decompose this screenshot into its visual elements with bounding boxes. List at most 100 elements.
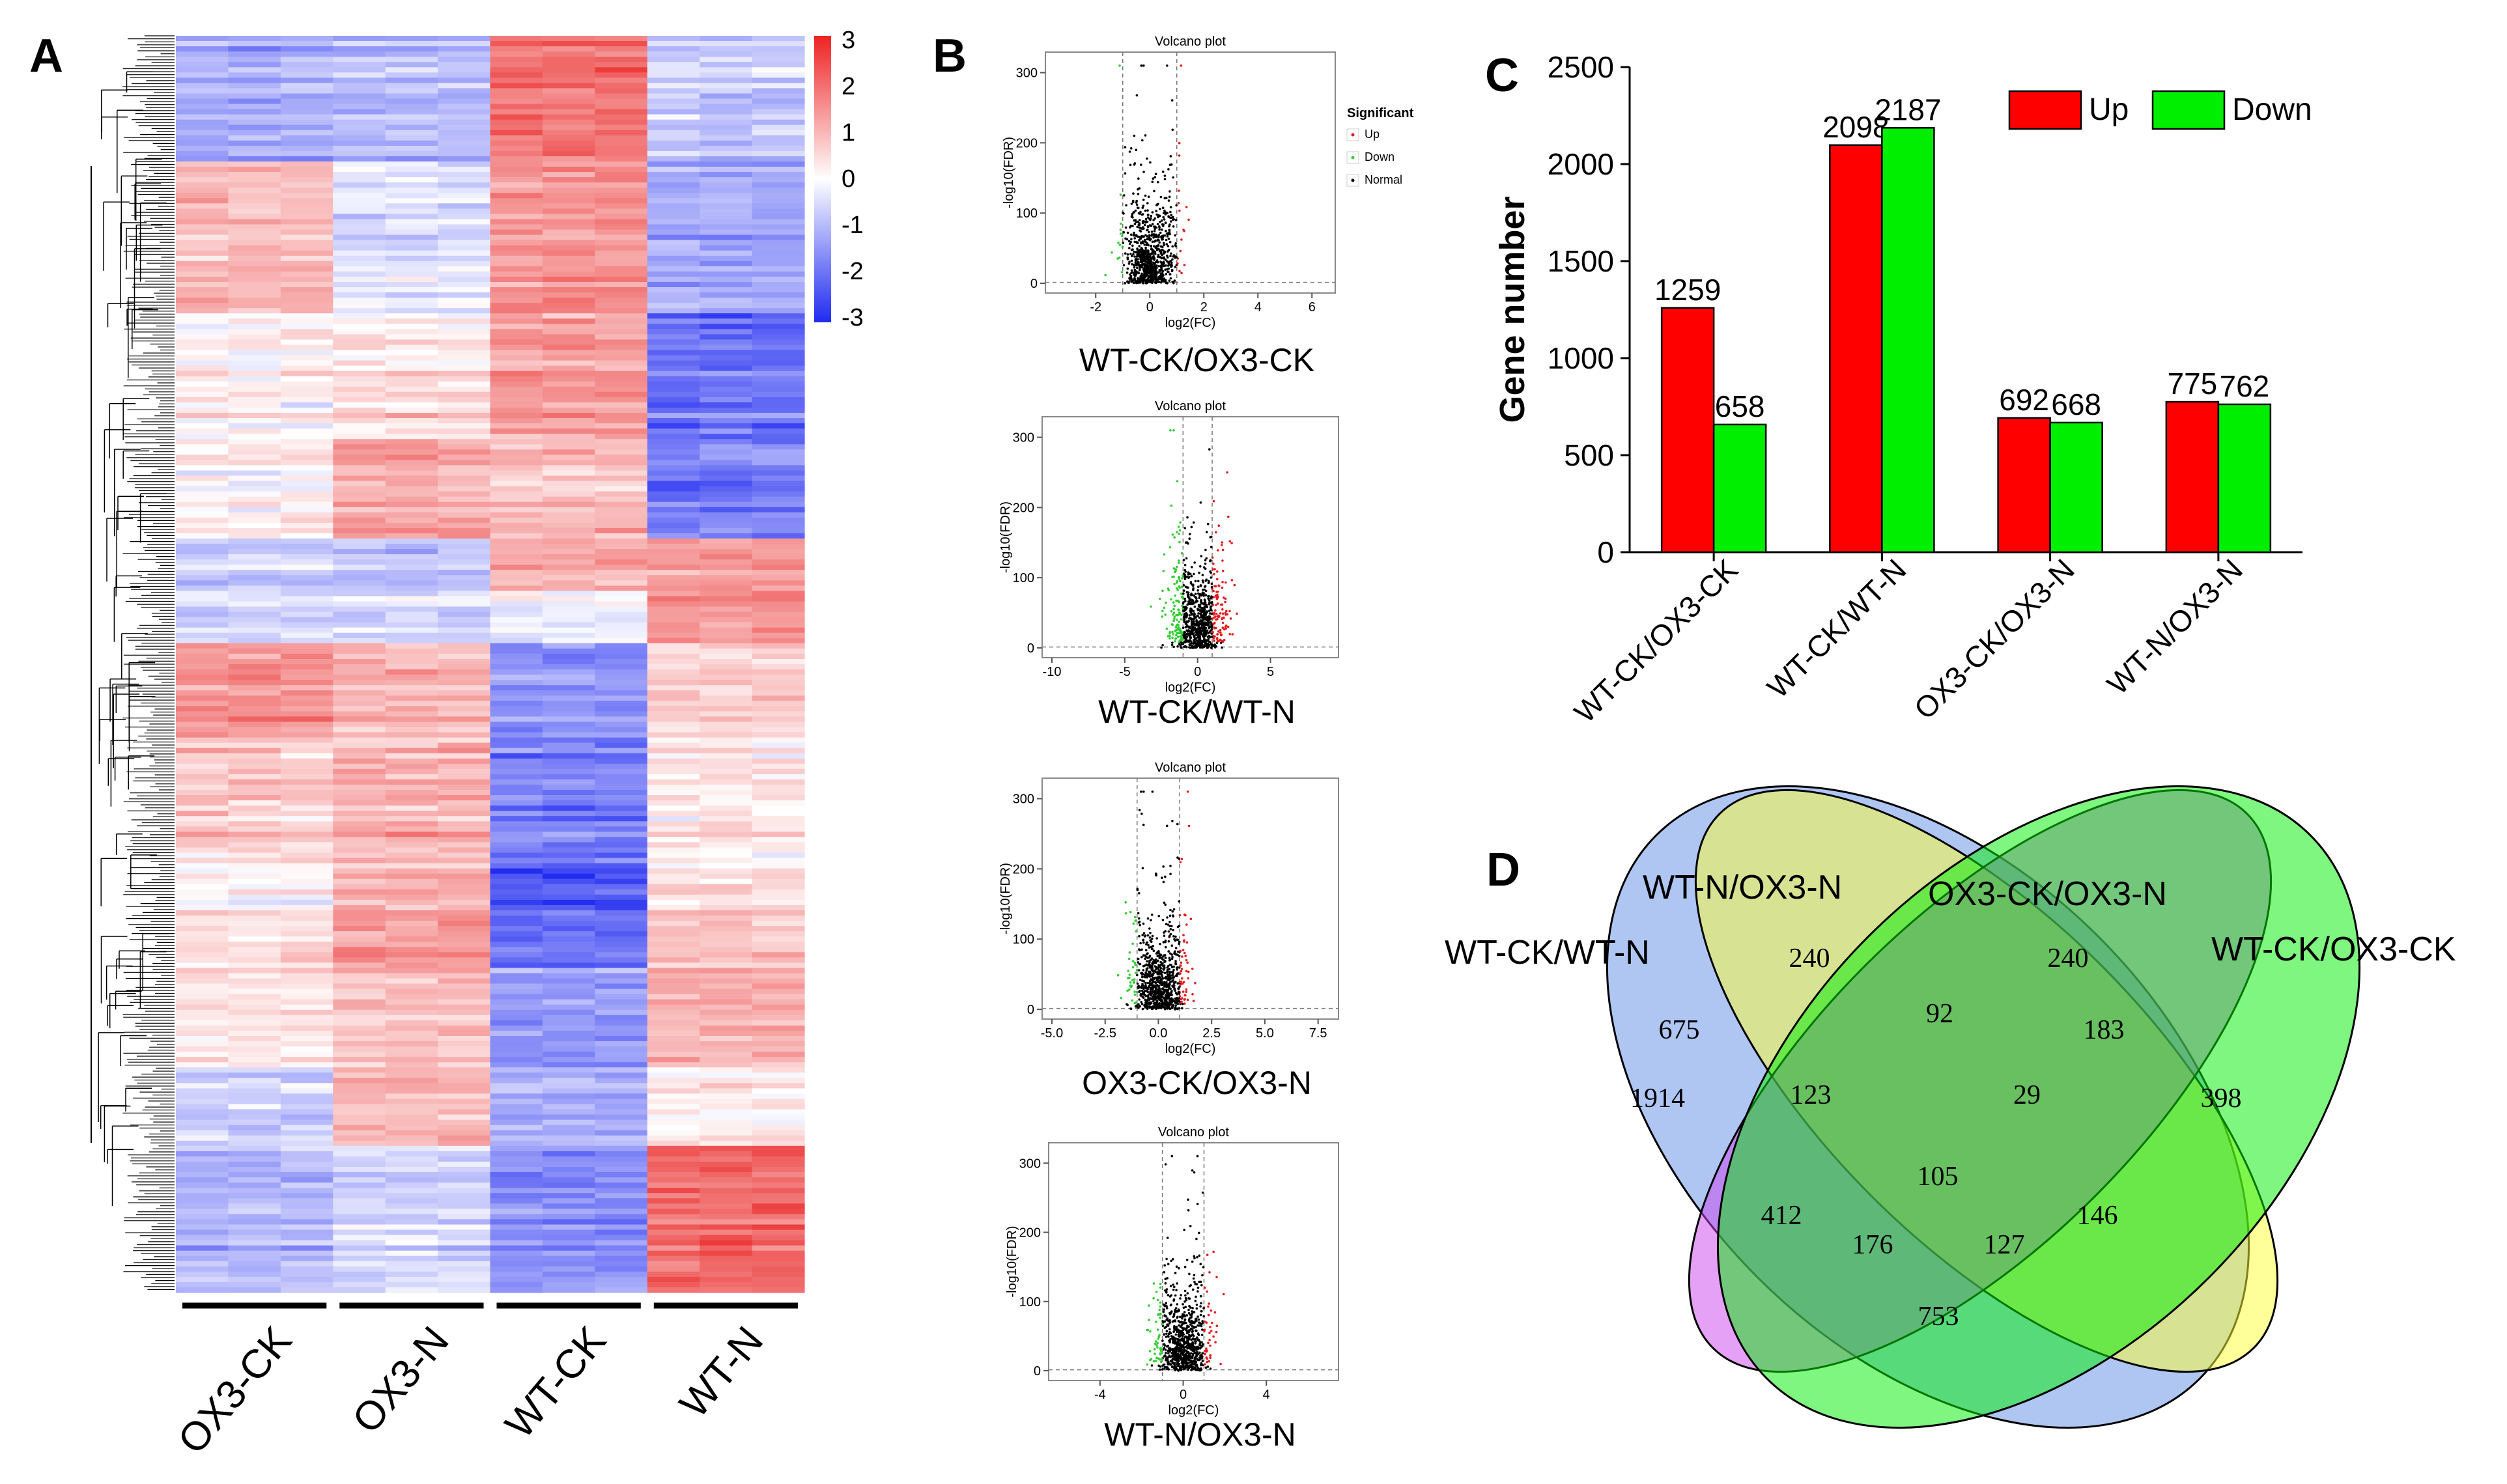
heatmap-cell [281,1130,333,1136]
heatmap-cell [438,685,490,691]
heatmap-cell [438,1130,490,1136]
heatmap-cell [386,72,438,78]
heatmap-cell [647,497,700,503]
volcano-point [1230,542,1233,544]
heatmap-cell [490,418,543,424]
heatmap-cell [647,476,700,482]
heatmap-cell [228,962,281,968]
heatmap-cell [490,282,543,288]
heatmap-cell [333,905,386,911]
heatmap-cell [386,884,438,890]
heatmap-cell [490,759,543,764]
heatmap-cell [543,167,595,173]
heatmap-cell [700,1151,752,1157]
volcano-point [1229,540,1232,543]
heatmap-cell [333,680,386,686]
heatmap-cell [438,1261,490,1267]
heatmap-cell [281,376,333,382]
heatmap-cell [752,1235,805,1241]
volcano-point [1129,150,1131,153]
heatmap-cell [490,1026,543,1031]
heatmap-cell [490,743,543,749]
heatmap-cell [647,492,700,497]
heatmap-cell [490,1203,543,1209]
heatmap-cell [700,350,752,356]
heatmap-cell [438,77,490,83]
heatmap-cell [386,146,438,152]
heatmap-cell [752,1151,805,1157]
volcano-point [1158,229,1161,231]
heatmap-cell [438,1277,490,1283]
heatmap-cell [543,989,595,995]
volcano-point [1145,282,1148,285]
volcano-point [1135,200,1138,203]
volcano-point [1163,244,1165,246]
heatmap-cell [647,565,700,570]
heatmap-cell [543,716,595,722]
heatmap-cell [543,1225,595,1231]
heatmap-cell [647,104,700,110]
heatmap-cell [595,821,647,827]
heatmap-cell [228,727,281,733]
heatmap-cell [543,1136,595,1141]
heatmap-cell [281,486,333,492]
volcano-point [1169,233,1171,236]
heatmap-cell [752,120,805,126]
heatmap-cell [228,879,281,885]
heatmap-cell [176,62,229,68]
heatmap-cell [176,1151,229,1157]
heatmap-cell [700,733,752,738]
heatmap-cell [386,570,438,576]
heatmap-cell [490,706,543,712]
volcano-point [1152,278,1154,281]
heatmap-cell [752,434,805,440]
heatmap-cell [281,146,333,152]
heatmap-cell [281,1020,333,1026]
colorbar-tick-label: 3 [842,27,855,54]
heatmap-cell [647,1188,700,1194]
heatmap-cell [281,905,333,911]
volcano-point [1172,620,1175,623]
heatmap-cell [228,1036,281,1042]
heatmap-cell [647,208,700,214]
volcano-point [1219,612,1222,615]
heatmap-cell [176,607,229,613]
heatmap-cell [228,77,281,83]
heatmap-cell [490,848,543,854]
heatmap-cell [700,643,752,649]
heatmap-cell [438,733,490,738]
heatmap-cell [438,1078,490,1084]
heatmap-cell [176,298,229,303]
heatmap-cell [228,1246,281,1252]
heatmap-cell [490,318,543,324]
heatmap-cell [281,957,333,963]
volcano-point [1221,647,1223,649]
heatmap-cell [333,1020,386,1026]
heatmap-cell [438,492,490,497]
heatmap-cell [438,874,490,880]
heatmap-cell [438,544,490,550]
heatmap-cell [490,334,543,340]
heatmap-cell [438,361,490,367]
heatmap-cell [595,1072,647,1078]
heatmap-cell [333,1010,386,1016]
heatmap-cell [228,497,281,503]
volcano-point [1172,533,1174,536]
heatmap-cell [700,884,752,890]
volcano-point [1146,229,1148,232]
heatmap-cell [333,345,386,351]
heatmap-cell [281,790,333,796]
heatmap-cell [490,1287,543,1293]
volcano-point [1171,641,1174,644]
heatmap-cell [647,1141,700,1147]
heatmap-cell [281,811,333,817]
heatmap-cell [543,434,595,440]
heatmap-cell [176,805,229,811]
heatmap-cell [595,905,647,911]
heatmap-cell [543,120,595,126]
volcano-point [1173,583,1176,585]
heatmap-cell [595,733,647,738]
heatmap-cell [438,585,490,591]
heatmap-cell [228,1104,281,1110]
